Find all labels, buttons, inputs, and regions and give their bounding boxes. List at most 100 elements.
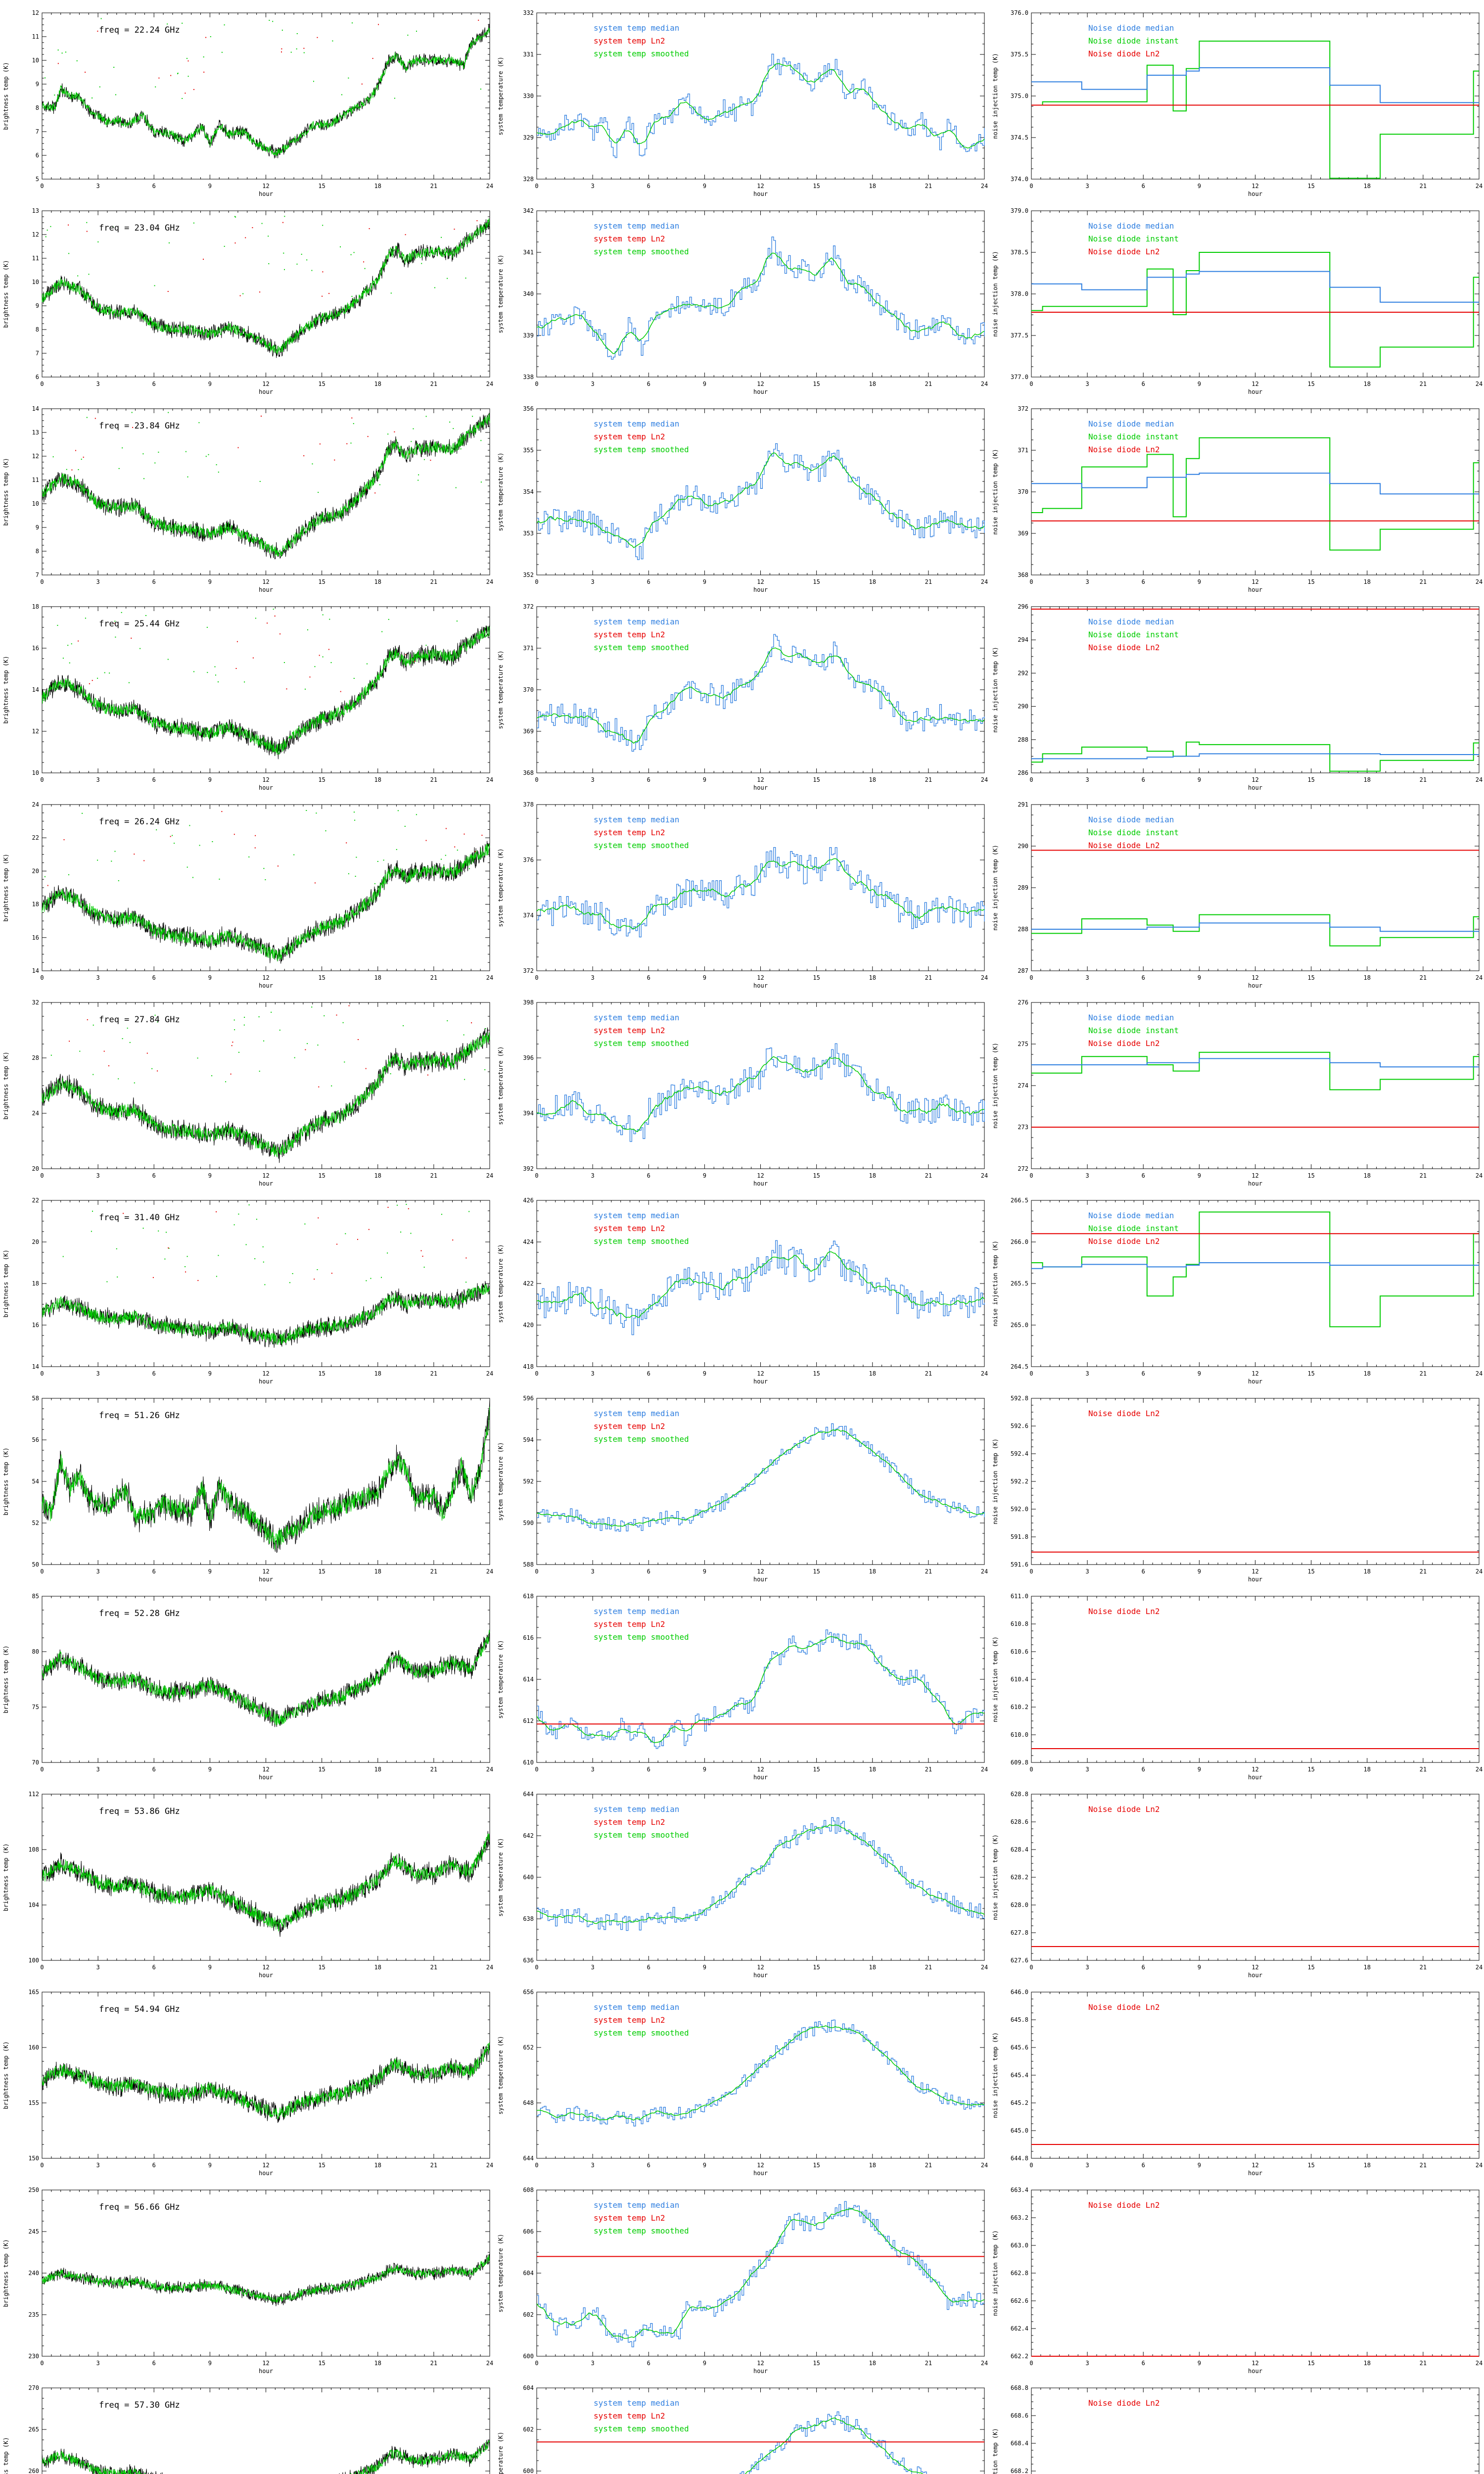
- x-tick-label: 15: [813, 1370, 820, 1377]
- y-axis-title: noise injection temp (K): [992, 2428, 999, 2474]
- outlier-dot: [212, 841, 213, 842]
- outlier-dot: [361, 83, 363, 85]
- brightness-raw-trace: [42, 1629, 490, 1727]
- chart-cell-r12-mid: 0 3 6 9 12 15 18 21 24 600 602 604 606 608 hour system …: [495, 2177, 989, 2375]
- y-tick-label: 422: [523, 1280, 534, 1287]
- x-tick-label: 24: [981, 2360, 988, 2367]
- outlier-dot: [218, 681, 219, 683]
- brightness-trace: [42, 27, 490, 156]
- plot-r5-mid: 0 3 6 9 12 15 18 21 24 372 374 376 378 hour system tem…: [497, 801, 988, 989]
- x-tick-label: 18: [869, 381, 876, 387]
- y-tick-label: 372: [523, 967, 534, 974]
- outlier-dot: [68, 224, 69, 226]
- x-axis-title: hour: [753, 1378, 768, 1385]
- y-tick-label: 371: [523, 645, 534, 652]
- y-tick-label: 668.8: [1011, 2384, 1028, 2391]
- outlier-dot: [368, 1229, 370, 1230]
- outlier-dot: [332, 40, 333, 42]
- x-tick-label: 6: [1142, 776, 1145, 783]
- outlier-dot: [235, 668, 237, 669]
- outlier-dot: [480, 89, 481, 90]
- outlier-dot: [118, 468, 120, 469]
- outlier-dot: [312, 463, 313, 465]
- x-tick-label: 6: [647, 974, 650, 981]
- outlier-dot: [86, 231, 88, 232]
- x-axis-title: hour: [259, 388, 273, 395]
- outlier-dot: [425, 875, 426, 877]
- legend-blue: Noise diode median: [1088, 1211, 1174, 1220]
- y-tick-label: 396: [523, 1054, 534, 1061]
- outlier-dot: [79, 1050, 81, 1052]
- plot-r11-right: 0 3 6 9 12 15 18 21 24 644.8 645.0 645.2 645.4 645.6 6…: [992, 1989, 1483, 2177]
- freq-annotation: freq = 54.94 GHz: [99, 2004, 180, 2014]
- y-tick-label: 616: [523, 1634, 534, 1641]
- y-tick-label: 52: [32, 1520, 39, 1526]
- y-tick-label: 645.2: [1011, 2099, 1028, 2106]
- x-tick-label: 12: [262, 578, 269, 585]
- outlier-dot: [187, 76, 189, 77]
- outlier-dot: [372, 58, 373, 59]
- y-tick-label: 372: [1018, 405, 1028, 412]
- y-tick-label: 376.0: [1011, 9, 1028, 16]
- x-tick-label: 9: [1198, 1568, 1201, 1575]
- legend-blue: system temp median: [594, 1211, 679, 1220]
- legend-red: Noise diode Ln2: [1088, 2002, 1160, 2012]
- x-axis-title: hour: [753, 388, 768, 395]
- y-tick-label: 627.8: [1011, 1929, 1028, 1936]
- y-tick-label: 24: [32, 801, 39, 808]
- x-tick-label: 0: [1029, 2360, 1033, 2367]
- brightness-trace: [42, 2042, 490, 2119]
- y-tick-label: 112: [28, 1791, 39, 1798]
- legend-red: Noise diode Ln2: [1088, 247, 1160, 256]
- outlier-dot: [390, 1073, 391, 1075]
- freq-annotation: freq = 53.86 GHz: [99, 1807, 180, 1816]
- legend-red: Noise diode Ln2: [1088, 643, 1160, 652]
- outlier-dot: [355, 876, 356, 877]
- outlier-dot: [445, 855, 446, 856]
- system-temp-smoothed-trace: [536, 1056, 985, 1132]
- legend-green: system temp smoothed: [594, 1237, 689, 1246]
- y-tick-label: 644.8: [1011, 2155, 1028, 2162]
- noise-diode-instant-trace: [1031, 1051, 1479, 1091]
- chart-cell-r5-left: 0 3 6 9 12 15 18 21 24 14 16 18 20 22 24 hour brightness…: [0, 792, 495, 990]
- y-tick-label: 85: [32, 1593, 39, 1600]
- y-tick-label: 265.5: [1011, 1280, 1028, 1287]
- x-tick-label: 3: [96, 578, 100, 585]
- x-tick-label: 9: [208, 776, 212, 783]
- chart-cell-r1-mid: 0 3 6 9 12 15 18 21 24 328 329 330 331 332 hour system …: [495, 0, 989, 198]
- y-tick-label: 341: [523, 249, 534, 256]
- x-tick-label: 9: [208, 974, 212, 981]
- x-axis-title: hour: [1248, 1180, 1262, 1187]
- outlier-dot: [307, 629, 308, 630]
- chart-cell-r2-mid: 0 3 6 9 12 15 18 21 24 338 339 340 341 342 hour system …: [495, 198, 989, 396]
- outlier-dot: [279, 1029, 280, 1031]
- outlier-dot: [132, 427, 134, 428]
- y-axis-title: noise injection temp (K): [992, 2032, 999, 2118]
- outlier-dot: [170, 75, 172, 76]
- outlier-dot: [97, 31, 98, 32]
- y-tick-label: 375.5: [1011, 51, 1028, 58]
- y-tick-label: 592.4: [1011, 1450, 1028, 1457]
- x-tick-label: 3: [96, 776, 100, 783]
- outlier-dot: [185, 93, 186, 94]
- brightness-trace: [42, 626, 490, 755]
- y-tick-label: 6: [36, 152, 39, 159]
- x-tick-label: 3: [96, 1370, 100, 1377]
- y-tick-label: 378: [523, 801, 534, 808]
- x-axis-title: hour: [1248, 784, 1262, 791]
- x-tick-label: 0: [1029, 1370, 1033, 1377]
- outlier-dot: [377, 861, 378, 862]
- outlier-dot: [115, 94, 116, 95]
- outlier-dot: [193, 671, 194, 672]
- outlier-dot: [62, 658, 64, 659]
- y-tick-label: 668.2: [1011, 2468, 1028, 2474]
- x-axis-title: hour: [1248, 1378, 1262, 1385]
- x-tick-label: 18: [869, 1568, 876, 1575]
- outlier-dot: [114, 620, 116, 622]
- x-tick-label: 24: [1476, 1964, 1483, 1971]
- y-tick-label: 331: [523, 51, 534, 58]
- brightness-raw-trace: [42, 623, 490, 760]
- outlier-dot: [158, 77, 160, 79]
- outlier-dot: [286, 688, 287, 690]
- y-tick-label: 150: [28, 2155, 39, 2162]
